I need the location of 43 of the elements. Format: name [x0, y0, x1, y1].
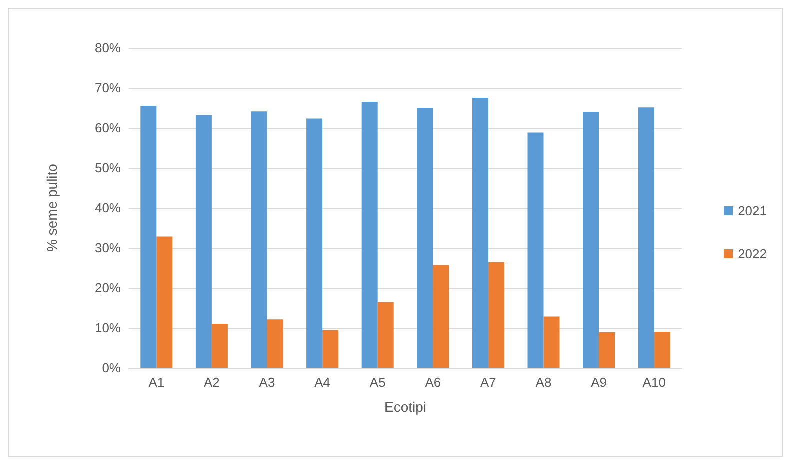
- y-tick-label: 80%: [94, 40, 122, 56]
- bar: [417, 108, 434, 368]
- bar: [638, 108, 654, 368]
- x-tick-label: A4: [314, 375, 331, 390]
- x-tick-label: A7: [480, 375, 496, 390]
- bar: [433, 265, 450, 368]
- y-tick-label: 40%: [94, 200, 122, 216]
- bar: [599, 332, 616, 368]
- y-tick-label: 60%: [94, 120, 122, 136]
- bar: [544, 316, 560, 368]
- x-tick-label: A9: [591, 375, 608, 390]
- x-tick-label: A1: [148, 375, 165, 390]
- y-tick-label: 10%: [94, 320, 122, 336]
- legend-label: 2021: [738, 204, 767, 218]
- x-tick-label: A8: [536, 375, 552, 390]
- y-axis-title: % seme pulito: [44, 164, 60, 252]
- bar: [306, 118, 323, 368]
- bar: [196, 115, 212, 368]
- bar: [654, 332, 670, 368]
- y-tick-label: 50%: [94, 160, 122, 176]
- y-tick-label: 20%: [94, 280, 122, 296]
- y-tick-label: 30%: [94, 240, 122, 256]
- bar: [267, 320, 284, 368]
- x-tick-label: A2: [204, 375, 220, 390]
- bar: [362, 102, 378, 368]
- bar: [583, 112, 600, 368]
- bar: [156, 236, 173, 368]
- bar: [528, 132, 544, 368]
- bar: [140, 106, 157, 368]
- y-tick-label: 0%: [102, 360, 122, 376]
- x-tick-label: A6: [425, 375, 442, 390]
- x-axis-title: Ecotipi: [384, 399, 427, 415]
- bar: [488, 262, 504, 368]
- bar: [322, 330, 339, 368]
- bar: [251, 112, 268, 368]
- x-tick-label: A3: [259, 375, 276, 390]
- bar: [378, 302, 394, 368]
- legend-label: 2022: [738, 246, 767, 262]
- bar: [472, 98, 488, 368]
- bar: [212, 324, 228, 368]
- x-tick-label: A10: [642, 375, 666, 390]
- x-tick-label: A5: [370, 375, 386, 390]
- y-tick-label: 70%: [94, 80, 122, 96]
